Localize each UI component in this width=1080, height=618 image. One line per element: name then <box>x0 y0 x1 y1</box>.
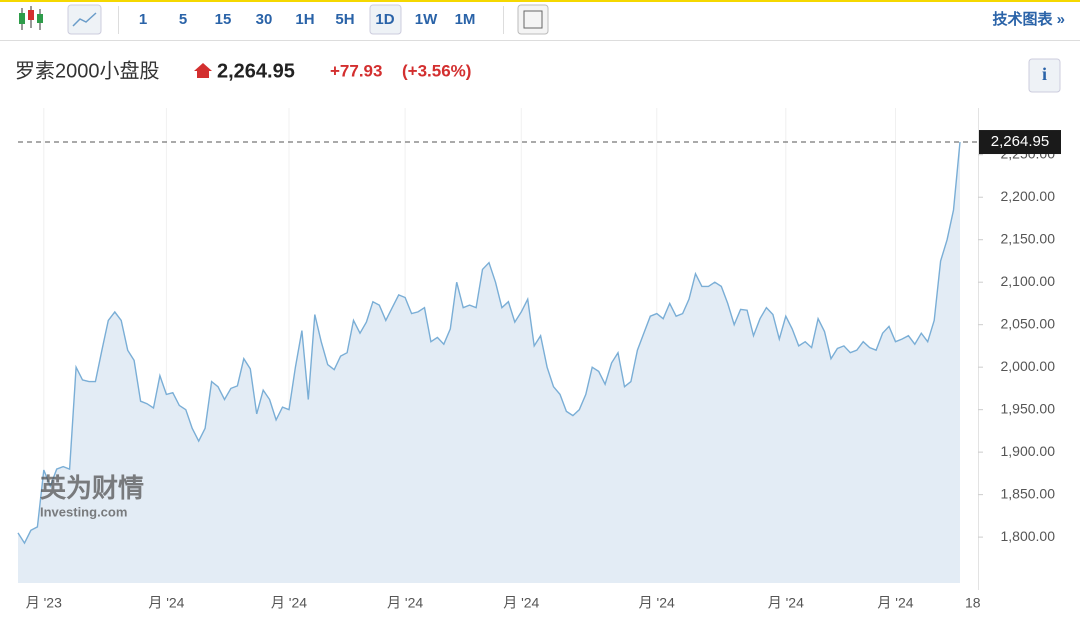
y-tick-label: 2,000.00 <box>1001 358 1056 374</box>
interval-button[interactable]: 1M <box>455 11 476 28</box>
news-icon-frame <box>523 10 543 29</box>
change: +77.93 <box>330 61 382 80</box>
x-tick-label: 月 '24 <box>768 595 804 611</box>
x-tick-label: 月 '24 <box>877 595 913 611</box>
price-line <box>17 141 961 545</box>
x-tick-label: 18 <box>965 595 981 611</box>
interval-button[interactable]: 30 <box>256 11 273 28</box>
info-label: i <box>1042 64 1047 84</box>
interval-button[interactable]: 15 <box>215 11 232 28</box>
y-tick-label: 2,200.00 <box>1001 188 1056 204</box>
last-price-badge <box>979 130 1061 155</box>
technical-chart-link[interactable]: 技术图表 » <box>992 10 1065 28</box>
info-button[interactable] <box>1028 58 1061 93</box>
selected-interval-box <box>369 4 402 35</box>
watermark-site: Investing.com <box>40 504 127 519</box>
area-icon[interactable] <box>67 4 102 35</box>
x-tick-label: 月 '24 <box>271 595 307 611</box>
interval-button[interactable]: 1H <box>295 11 314 28</box>
interval-button[interactable]: 5 <box>179 11 187 28</box>
y-tick-label: 2,050.00 <box>1001 315 1056 331</box>
y-tick-label: 2,100.00 <box>1001 273 1056 289</box>
y-tick-label: 1,850.00 <box>1001 485 1056 501</box>
area-icon-line <box>72 12 97 27</box>
y-tick-label: 2,150.00 <box>1001 230 1056 246</box>
x-tick-label: 月 '24 <box>503 595 539 611</box>
watermark-brand: 英为财情 <box>40 473 144 503</box>
y-tick-label: 1,950.00 <box>1001 400 1056 416</box>
y-tick-label: 1,900.00 <box>1001 443 1056 459</box>
news-icon[interactable] <box>517 4 549 35</box>
candle-icon[interactable] <box>19 6 43 30</box>
x-tick-label: 月 '24 <box>387 595 423 611</box>
last-price-label: 2,264.95 <box>991 133 1049 150</box>
index-name: 罗素2000小盘股 <box>15 59 160 82</box>
change-pct: (+3.56%) <box>402 61 471 80</box>
interval-button[interactable]: 1 <box>139 11 147 28</box>
x-tick-label: 月 '24 <box>639 595 675 611</box>
price: 2,264.95 <box>217 60 295 82</box>
top-border <box>0 0 1080 2</box>
x-tick-label: 月 '23 <box>26 595 62 611</box>
interval-button[interactable]: 5H <box>335 11 354 28</box>
area-fill <box>18 142 960 583</box>
interval-button[interactable]: 1W <box>415 11 438 28</box>
x-tick-label: 月 '24 <box>148 595 184 611</box>
up-arrow <box>194 63 212 78</box>
y-tick-label: 1,800.00 <box>1001 528 1056 544</box>
interval-button[interactable]: 1D <box>375 11 394 28</box>
